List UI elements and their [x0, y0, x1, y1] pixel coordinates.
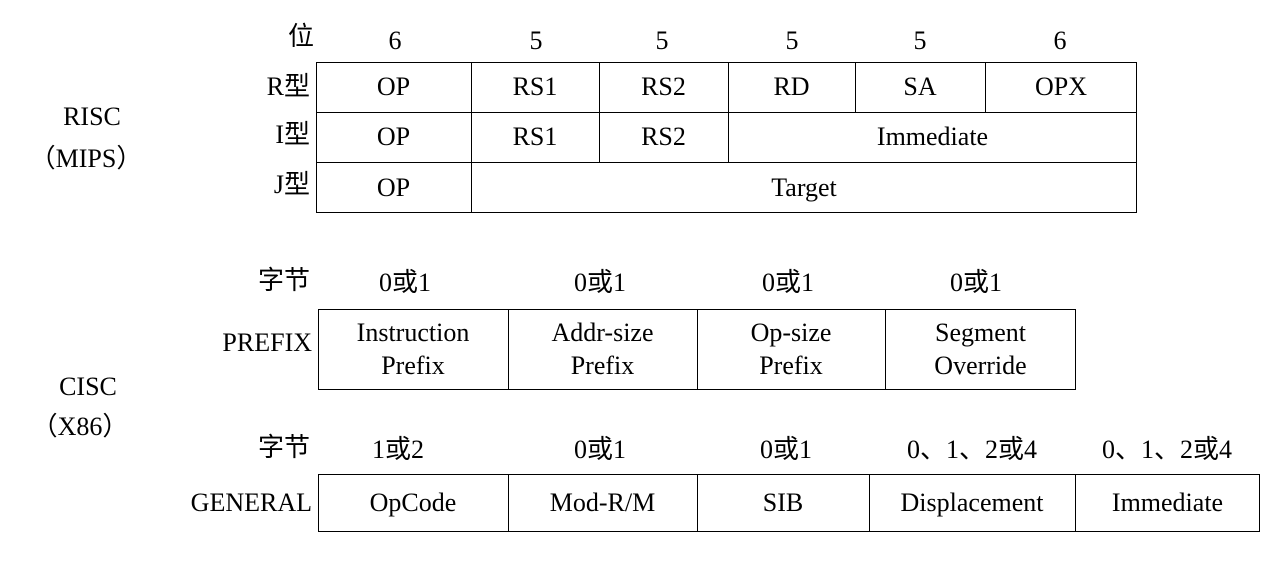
- column-divider: [471, 62, 472, 213]
- cisc-group-sublabel: （X86）: [31, 412, 129, 441]
- field-op: OP: [376, 122, 411, 152]
- field-line: Instruction: [356, 318, 470, 347]
- bytes-header-label: 字节: [258, 433, 311, 462]
- column-divider: [697, 309, 698, 390]
- row-divider: [316, 162, 1137, 163]
- column-divider: [508, 309, 509, 390]
- field-rs1: RS1: [512, 122, 558, 152]
- bit-width: 6: [1053, 26, 1067, 55]
- byte-count: 0或1: [759, 435, 813, 464]
- field-line: Segment: [935, 318, 1026, 347]
- field-op: OP: [376, 72, 411, 102]
- format-label-i: I型: [275, 120, 310, 149]
- field-addr-size-prefix: Addr-size Prefix: [508, 309, 697, 390]
- field-opx: OPX: [1034, 72, 1087, 102]
- field-rs2: RS2: [641, 122, 686, 152]
- field-line: Prefix: [570, 350, 635, 380]
- field-opcode: OpCode: [369, 488, 457, 518]
- cisc-group-label: CISC: [59, 372, 117, 401]
- field-line: Prefix: [381, 350, 445, 380]
- byte-count: 0、1、2或4: [1101, 435, 1233, 464]
- byte-count: 0或1: [949, 268, 1003, 297]
- column-divider: [869, 474, 870, 532]
- format-label-r: R型: [266, 72, 310, 101]
- prefix-row-label: PREFIX: [222, 328, 312, 357]
- field-rd: RD: [773, 72, 810, 102]
- field-op: OP: [376, 172, 411, 202]
- column-divider: [508, 474, 509, 532]
- byte-count: 0或1: [573, 435, 627, 464]
- column-divider: [885, 309, 886, 390]
- format-label-j: J型: [273, 170, 310, 199]
- bit-width: 5: [655, 26, 669, 55]
- general-row-label: GENERAL: [190, 488, 312, 517]
- byte-count: 0或1: [378, 268, 432, 297]
- general-table: [318, 474, 1260, 532]
- field-rs2: RS2: [641, 72, 686, 102]
- mips-format-table: [316, 62, 1137, 213]
- byte-count: 0或1: [761, 268, 815, 297]
- byte-count: 1或2: [371, 435, 425, 464]
- field-line: Addr-size: [551, 318, 654, 347]
- column-divider: [697, 474, 698, 532]
- field-immediate: Immediate: [1111, 488, 1224, 518]
- field-op-size-prefix: Op-size Prefix: [697, 309, 885, 390]
- field-immediate: Immediate: [876, 122, 989, 152]
- bit-width: 5: [913, 26, 927, 55]
- bit-width: 5: [785, 26, 799, 55]
- field-line: Prefix: [759, 350, 823, 380]
- field-sa: SA: [903, 72, 937, 102]
- field-sib: SIB: [762, 488, 804, 518]
- field-segment-override: Segment Override: [885, 309, 1076, 390]
- field-target: Target: [771, 172, 837, 202]
- bytes-header-label: 字节: [258, 266, 311, 295]
- bit-width: 5: [529, 26, 543, 55]
- risc-group-sublabel: （MIPS）: [29, 144, 143, 173]
- column-divider: [599, 62, 600, 162]
- bits-header-label: 位: [288, 22, 315, 51]
- field-line: Op-size: [750, 318, 832, 347]
- field-displacement: Displacement: [900, 488, 1044, 518]
- field-instruction-prefix: Instruction Prefix: [318, 309, 508, 390]
- row-divider: [316, 112, 1137, 113]
- risc-group-label: RISC: [63, 102, 121, 131]
- column-divider: [1075, 474, 1076, 532]
- field-rs1: RS1: [512, 72, 558, 102]
- column-divider: [728, 62, 729, 162]
- column-divider: [855, 62, 856, 112]
- column-divider: [985, 62, 986, 112]
- field-line: Override: [934, 350, 1027, 380]
- bit-width: 6: [388, 26, 402, 55]
- byte-count: 0或1: [573, 268, 627, 297]
- field-mod-rm: Mod-R/M: [549, 488, 656, 518]
- byte-count: 0、1、2或4: [906, 435, 1038, 464]
